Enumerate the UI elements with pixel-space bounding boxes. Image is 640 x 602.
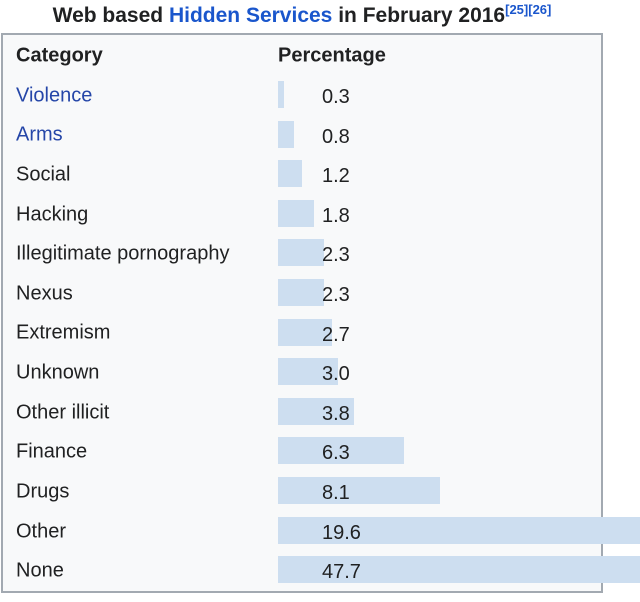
table-row: Social 1.2 — [3, 155, 601, 195]
category-label: Extremism — [16, 321, 111, 344]
percentage-value: 1.8 — [322, 204, 350, 227]
percentage-bar — [278, 81, 284, 108]
percentage-bar — [278, 477, 440, 505]
table-header-row: Category Percentage — [3, 35, 601, 76]
percentage-value: 2.3 — [322, 284, 350, 307]
category-label: Hacking — [16, 203, 89, 226]
hidden-services-table: Category Percentage Violence 0.3 Arms 0.8 So… — [1, 33, 640, 593]
table-row: Violence 0.3 — [3, 76, 601, 116]
table-row: Finance 6.3 — [3, 432, 601, 472]
table-row: Arms 0.8 — [3, 116, 601, 156]
category-label: Drugs — [16, 480, 70, 503]
category-link[interactable]: Violence — [16, 84, 93, 107]
category-label: Illegitimate pornography — [16, 242, 230, 265]
percentage-value: 1.2 — [322, 165, 350, 188]
category-label: None — [16, 559, 64, 582]
table-rows: Violence 0.3 Arms 0.8 Social 1.2 Hacking 1.8 Ill… — [3, 76, 640, 591]
percentage-bar — [278, 199, 314, 227]
percentage-bar — [278, 516, 640, 544]
category-label: Other — [16, 520, 67, 542]
reference-25-link[interactable]: [25] — [505, 2, 529, 17]
percentage-value: 6.3 — [322, 442, 350, 465]
table-row: Other illicit 3.8 — [3, 393, 601, 433]
category-label: Unknown — [16, 361, 100, 384]
percentage-bar — [278, 358, 338, 386]
percentage-value: 8.1 — [322, 482, 350, 505]
percentage-bar — [278, 239, 324, 267]
percentage-bar — [278, 279, 324, 307]
title-text-prefix: Web based — [52, 4, 169, 27]
category-column-header: Category — [16, 44, 103, 66]
table-row: Extremism 2.7 — [3, 314, 601, 354]
percentage-bar — [278, 437, 404, 465]
percentage-value: 47.7 — [322, 561, 361, 584]
table-row: Other 19.6 — [3, 512, 640, 552]
percentage-value: 19.6 — [322, 521, 361, 544]
table-row: None 47.7 — [3, 551, 640, 591]
percentage-value: 2.3 — [322, 244, 350, 267]
percentage-value: 0.8 — [322, 125, 350, 148]
percentage-value: 3.0 — [322, 363, 350, 386]
table-row: Illegitimate pornography 2.3 — [3, 234, 601, 274]
percentage-column-header: Percentage — [278, 44, 386, 66]
category-label: Finance — [16, 440, 88, 463]
category-label: Social — [16, 163, 71, 186]
page-title: Web based Hidden Services in February 20… — [0, 1, 604, 30]
category-label: Nexus — [16, 282, 73, 305]
reference-26-link[interactable]: [26] — [528, 2, 552, 17]
category-label: Other illicit — [16, 401, 110, 424]
percentage-bar — [278, 556, 640, 584]
table-row: Nexus 2.3 — [3, 274, 601, 314]
category-link[interactable]: Arms — [16, 123, 63, 146]
percentage-bar — [278, 397, 354, 425]
percentage-bar — [278, 318, 332, 346]
table-row: Drugs 8.1 — [3, 472, 601, 512]
percentage-bar — [278, 160, 302, 188]
percentage-bar — [278, 120, 294, 148]
table-row: Unknown 3.0 — [3, 353, 601, 393]
percentage-value: 2.7 — [322, 323, 350, 346]
table-row: Hacking 1.8 — [3, 195, 601, 235]
percentage-value: 0.3 — [322, 86, 350, 108]
percentage-value: 3.8 — [322, 402, 350, 425]
hidden-services-link[interactable]: Hidden Services — [168, 4, 333, 27]
title-text-suffix: in February 2016 — [332, 4, 506, 27]
